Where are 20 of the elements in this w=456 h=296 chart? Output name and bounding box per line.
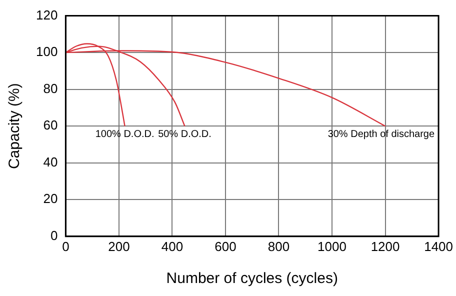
x-tick-label: 1000 [318, 238, 346, 254]
y-tick-label: 20 [43, 191, 58, 206]
x-axis-title: Number of cycles (cycles) [166, 270, 338, 288]
x-tick-label: 600 [214, 238, 236, 254]
y-axis-title: Capacity (%) [6, 83, 24, 170]
x-tick-label: 0 [62, 238, 70, 254]
x-tick-label: 800 [268, 238, 290, 254]
series-label: 30% Depth of discharge [328, 128, 435, 140]
y-tick-label: 0 [50, 228, 58, 243]
y-tick-label: 40 [43, 154, 58, 170]
x-tick-label: 200 [108, 238, 130, 254]
x-tick-label: 400 [161, 238, 184, 254]
series-label: 50% D.O.D. [158, 128, 212, 140]
series-label: 100% D.O.D. [95, 128, 154, 140]
x-tick-label: 1200 [370, 238, 400, 254]
y-tick-label: 60 [43, 118, 58, 133]
y-tick-label: 100 [36, 44, 58, 60]
x-tick-label: 1400 [424, 238, 453, 254]
y-tick-label: 80 [43, 80, 58, 96]
y-tick-label: 120 [36, 7, 58, 22]
